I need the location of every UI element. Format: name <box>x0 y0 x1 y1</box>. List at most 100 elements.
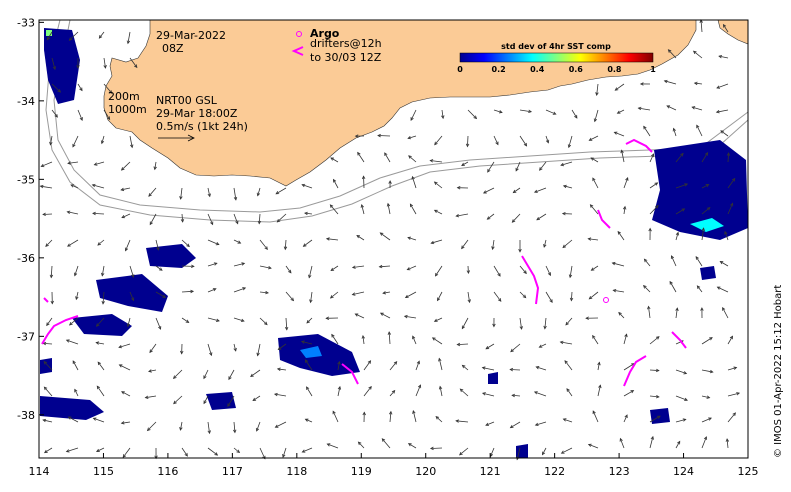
drifter-legend-window: to 30/03 12Z <box>310 51 382 64</box>
current-arrow <box>511 393 521 398</box>
current-arrow <box>233 239 242 244</box>
current-arrow <box>696 285 703 293</box>
current-arrow <box>207 447 219 456</box>
current-arrow <box>536 213 547 221</box>
current-arrow <box>429 446 443 451</box>
current-arrow <box>252 395 261 402</box>
current-arrow <box>562 418 573 423</box>
current-arrow <box>533 187 547 193</box>
current-arrow <box>535 366 547 371</box>
current-arrow <box>42 212 53 217</box>
lat-tick-label: -33 <box>17 16 35 29</box>
current-arrow <box>207 317 220 322</box>
colorbar-tick-label: 0.2 <box>492 65 506 74</box>
current-arrow <box>129 135 134 149</box>
current-arrow <box>155 317 162 330</box>
current-arrow <box>332 410 339 423</box>
current-arrow <box>408 155 417 163</box>
current-arrow <box>561 211 573 216</box>
current-arrow <box>43 360 53 371</box>
current-arrow <box>118 364 131 371</box>
current-arrow <box>562 239 573 249</box>
current-arrow <box>124 239 131 252</box>
current-arrow <box>331 333 339 345</box>
current-arrow <box>533 391 547 397</box>
current-arrow <box>51 83 62 93</box>
current-arrow <box>509 421 521 429</box>
current-arrow <box>562 184 573 189</box>
lat-tick-label: -34 <box>17 95 35 108</box>
sst-patch <box>300 346 322 358</box>
current-arrow <box>412 335 417 345</box>
colorbar-tick-label: 0.6 <box>569 65 584 74</box>
current-arrow <box>597 384 602 397</box>
lon-tick-label: 114 <box>29 465 50 478</box>
current-arrow <box>49 265 54 279</box>
current-arrow <box>701 184 710 189</box>
current-arrow <box>388 410 393 423</box>
current-arrow <box>325 237 339 241</box>
isobaths <box>45 19 749 223</box>
current-arrow <box>623 390 635 397</box>
current-arrow <box>274 421 287 428</box>
current-arrow <box>149 343 157 354</box>
current-arrow <box>300 340 313 345</box>
current-arrow <box>590 265 599 271</box>
current-arrow <box>67 161 79 165</box>
current-arrow <box>493 291 502 302</box>
current-arrow <box>76 57 80 69</box>
product-label: NRT00 GSL <box>156 94 218 107</box>
lon-tick-label: 123 <box>609 465 630 478</box>
current-arrow <box>455 419 469 423</box>
current-arrow <box>538 343 547 348</box>
current-arrow <box>250 369 261 378</box>
current-arrow <box>207 288 217 293</box>
current-arrow <box>545 265 551 277</box>
current-arrow <box>126 31 131 45</box>
current-arrow <box>257 213 262 225</box>
current-arrow <box>727 177 736 189</box>
current-arrow <box>74 388 79 397</box>
current-arrow <box>567 135 573 149</box>
current-arrow <box>612 288 625 293</box>
current-arrow <box>510 343 521 353</box>
current-arrow <box>304 211 313 216</box>
current-arrow <box>438 357 443 371</box>
current-arrow <box>543 239 547 248</box>
current-arrow <box>466 265 471 275</box>
current-arrow <box>639 82 651 86</box>
current-arrow <box>461 161 469 166</box>
current-arrow <box>129 291 135 302</box>
current-arrow <box>148 369 157 373</box>
current-arrow <box>487 161 495 173</box>
current-arrow <box>40 161 53 168</box>
lat-tick-label: -36 <box>17 252 35 265</box>
current-arrow <box>118 343 131 349</box>
current-arrow <box>103 83 113 94</box>
current-arrow <box>66 210 79 215</box>
drifter-track <box>671 331 687 349</box>
drifter-track <box>521 255 540 305</box>
sst-patch <box>96 274 168 312</box>
sst-patch <box>516 444 528 458</box>
current-arrow <box>727 202 734 215</box>
current-arrow <box>146 421 157 432</box>
current-arrow <box>356 235 365 241</box>
current-arrow <box>277 343 287 351</box>
current-arrow <box>326 443 339 449</box>
colorbar-tick-label: 0.8 <box>607 65 622 74</box>
current-arrow <box>675 152 684 163</box>
current-arrow <box>121 213 131 219</box>
current-arrow <box>67 239 79 247</box>
current-arrow <box>381 438 391 449</box>
current-arrow <box>518 239 522 253</box>
current-arrow <box>43 447 53 454</box>
current-arrow <box>73 265 79 277</box>
sst-patch <box>40 358 52 374</box>
current-arrow <box>481 392 495 397</box>
current-arrow <box>649 394 660 399</box>
current-arrow <box>619 437 625 449</box>
current-arrow <box>384 152 391 163</box>
current-arrow <box>172 369 183 380</box>
current-arrow <box>361 175 366 189</box>
